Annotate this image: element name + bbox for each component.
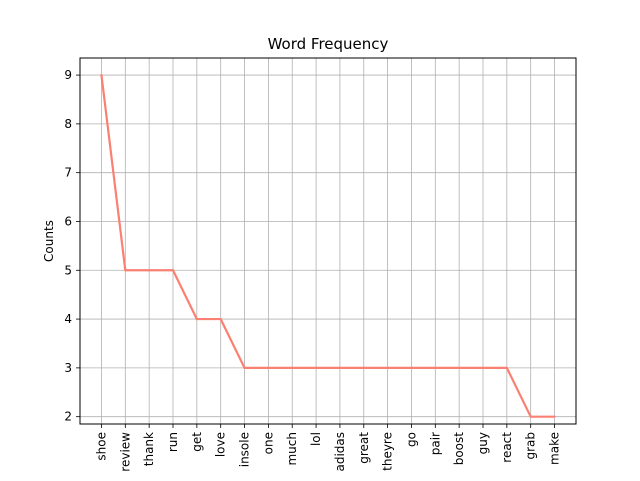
data-point [481,366,485,369]
x-tick-label: theyre [381,432,395,471]
plot-area [79,57,577,425]
x-tick-label: insole [238,432,252,467]
x-tick-label: go [404,432,418,447]
x-tick-label: shoe [94,432,108,461]
data-point [314,366,318,369]
x-axis: shoe review thank run get love insole one much lo… [94,424,562,472]
data-point [505,366,508,369]
x-tick-label: grab [524,432,538,460]
x-tick-label: guy [476,432,490,454]
x-tick-label: one [261,432,275,454]
data-point [195,317,198,321]
y-tick-label: 3 [64,361,72,375]
y-tick-label: 7 [64,166,72,180]
data-point [171,269,175,272]
data-point [529,415,532,418]
data-point [267,366,270,369]
data-point [124,269,127,272]
data-point [243,366,246,369]
data-point [434,366,437,369]
x-tick-label: adidas [333,432,347,472]
series-line-group [100,73,556,418]
y-tick-label: 5 [64,263,72,277]
y-axis-label: Counts [42,220,56,262]
x-tick-label: great [357,432,371,464]
x-tick-label: much [285,432,299,466]
data-point [410,366,413,369]
y-tick-label: 6 [64,214,72,228]
x-tick-label: boost [452,432,466,466]
data-point [148,269,151,272]
y-axis: 2 3 4 5 6 7 8 9 [64,68,80,424]
data-point [291,366,294,369]
data-point [386,366,389,369]
y-tick-label: 4 [64,312,72,326]
x-tick-label: pair [428,432,442,455]
series-line [100,74,555,418]
x-tick-label: react [500,432,514,463]
x-tick-label: thank [142,432,156,466]
x-tick-label: run [166,432,180,452]
x-tick-label: make [548,432,562,465]
data-point [362,366,365,369]
y-tick-label: 8 [64,117,72,131]
data-point [100,73,103,77]
y-tick-label: 2 [64,410,72,424]
chart-title: Word Frequency [268,35,389,53]
x-tick-label: lol [309,432,323,446]
y-tick-label: 9 [64,68,72,82]
data-point [458,366,461,369]
data-point [219,317,222,321]
data-point [338,366,342,369]
grid [80,58,576,424]
x-tick-label: review [118,432,132,472]
data-point [553,415,556,418]
x-tick-label: get [190,432,204,452]
x-tick-label: love [214,432,228,457]
